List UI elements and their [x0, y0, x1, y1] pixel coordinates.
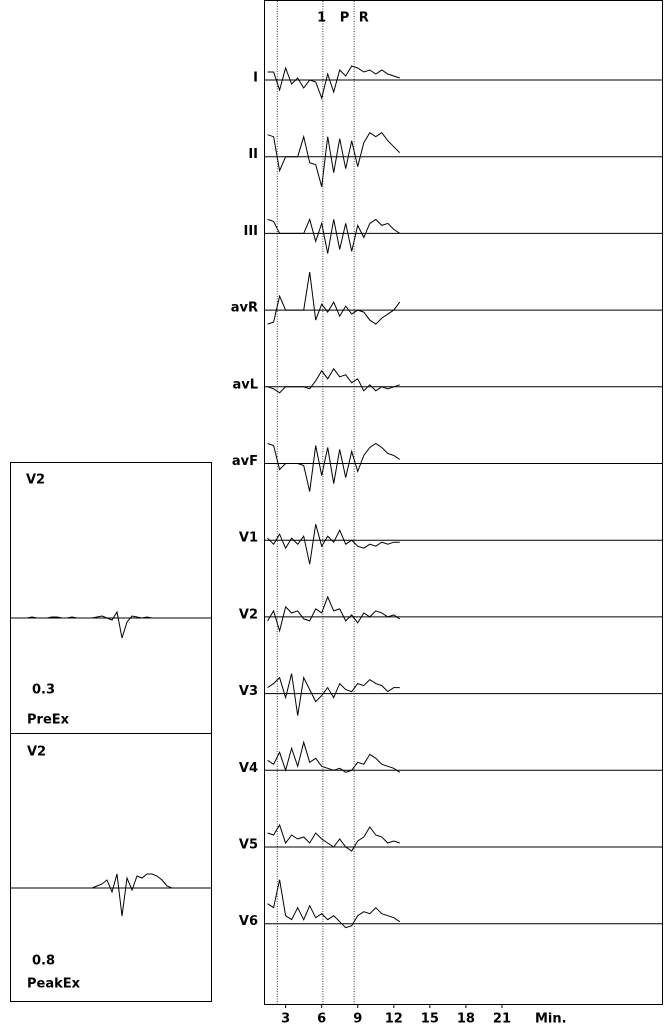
lead-trace: [267, 524, 400, 565]
x-tick-label: 15: [421, 1012, 439, 1027]
lead-trace: [267, 823, 400, 852]
beat-trace: [12, 610, 207, 639]
lead-label: V4: [239, 761, 258, 776]
beat-title: V2: [27, 745, 46, 760]
lead-label: V5: [239, 838, 258, 853]
lead-label: V2: [239, 607, 258, 622]
lead-trace: [267, 595, 401, 633]
lead-label: I: [253, 71, 258, 86]
x-tick-label: 18: [457, 1012, 475, 1027]
lead-trace: [267, 272, 401, 325]
lead-trace: [267, 442, 401, 492]
event-label: R: [359, 11, 369, 26]
st-value: 0.8: [32, 954, 55, 969]
beat-title: V2: [26, 473, 45, 488]
lead-label: avF: [232, 454, 258, 469]
lead-label: V3: [239, 684, 258, 699]
lead-trace: [267, 131, 401, 187]
lead-trace: [267, 879, 401, 929]
lead-label: III: [243, 224, 258, 239]
beat-trace: [12, 873, 207, 917]
lead-label: V6: [239, 914, 258, 929]
event-label: P: [340, 11, 350, 26]
lead-trace: [267, 65, 400, 100]
event-label: 1: [317, 11, 326, 26]
x-tick-label: 6: [317, 1012, 326, 1027]
x-tick-label: 9: [353, 1012, 362, 1027]
x-axis-label: Min.: [535, 1012, 567, 1027]
lead-trace: [267, 673, 400, 716]
lead-trace: [267, 217, 401, 254]
x-tick-label: 3: [281, 1012, 290, 1027]
beat-subtitle: PreEx: [27, 713, 70, 728]
x-tick-label: 12: [385, 1012, 403, 1027]
trend-frame: [264, 0, 663, 1005]
lead-label: avR: [231, 301, 258, 316]
lead-label: avL: [232, 377, 258, 392]
lead-label: II: [248, 147, 258, 162]
peakex-frame: [10, 733, 212, 1002]
lead-label: V1: [239, 531, 258, 546]
beat-subtitle: PeakEx: [27, 977, 81, 992]
x-tick-label: 21: [493, 1012, 511, 1027]
lead-trace: [267, 367, 400, 394]
st-value: 0.3: [32, 683, 55, 698]
lead-trace: [267, 740, 401, 773]
